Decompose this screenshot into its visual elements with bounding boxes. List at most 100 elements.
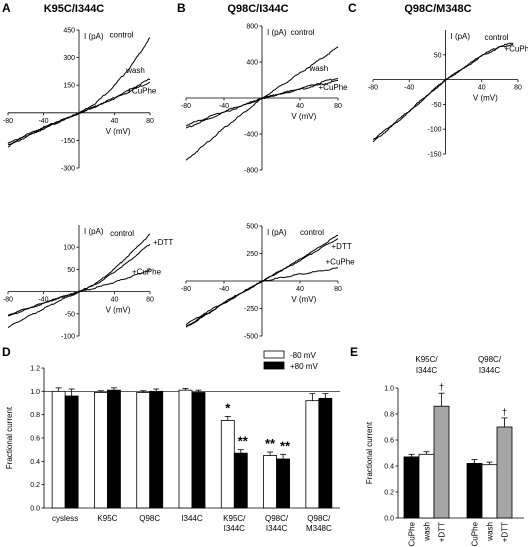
panel-letter-e: E xyxy=(350,345,358,359)
category-label: CuPhe xyxy=(408,521,417,546)
series-label-control: control xyxy=(291,28,315,37)
bar-q98c-m348c-80-mv xyxy=(318,397,333,509)
x-tick-label: -40 xyxy=(38,297,48,304)
bar-panel-e: 0.0 0.2 0.4 0.6 0.8 1.0 Fractional current K95C… xyxy=(365,355,524,546)
x-axis-label: V (mV) xyxy=(106,306,131,315)
group-label: K95C/ xyxy=(415,355,438,364)
bar-k95c-i344c-cuphe xyxy=(403,456,420,519)
panel-letter-c: C xyxy=(348,1,357,15)
series-label-control: control xyxy=(110,229,134,238)
trace-cuphe xyxy=(7,268,151,329)
x-tick-label: 80 xyxy=(334,286,342,293)
y-tick-label: 0.4 xyxy=(30,459,40,466)
x-tick-label: 40 xyxy=(296,286,304,293)
series-label-cuphe: +CuPhe xyxy=(326,258,356,267)
trace-cuphe xyxy=(185,79,339,129)
series-label-control: control xyxy=(484,33,508,42)
bar-q98c-i344c-wash xyxy=(481,464,498,519)
iv-panel-b-bottom: -80 -40 40 80 -500 -250 250 500 I (pA) V (mV) cont… xyxy=(181,224,355,341)
y-tick-label: -800 xyxy=(244,168,258,175)
x-tick-label: 40 xyxy=(111,297,119,304)
group-label: I344C xyxy=(416,366,438,375)
significance-mark: † xyxy=(439,382,444,392)
bar-k95c-i344c-80-mv xyxy=(233,452,248,509)
significance-mark: † xyxy=(502,407,507,417)
category-label: +DTT xyxy=(438,522,447,542)
y-tick-label: 450 xyxy=(63,28,75,35)
x-tick-label: 80 xyxy=(334,103,342,110)
bar-q98c-i344c-cuphe xyxy=(466,462,483,519)
series-label-dtt: +DTT xyxy=(153,238,173,247)
group-label: I344C xyxy=(479,366,501,375)
x-axis-label: V (mV) xyxy=(291,112,316,121)
category-label: wash xyxy=(423,522,432,542)
bar-cysless-80-mv xyxy=(51,390,66,509)
y-axis-label: I (pA) xyxy=(267,228,287,237)
bar-cysless-80-mv xyxy=(64,395,79,509)
bar-q98c-80-mv xyxy=(136,392,151,509)
y-axis-label: I (pA) xyxy=(84,32,104,41)
trace-dtt xyxy=(7,243,151,316)
panel-letter-b: B xyxy=(177,1,186,15)
y-tick-label: -50 xyxy=(431,102,441,109)
group-label: Q98C/ xyxy=(478,355,502,364)
x-tick-label: -80 xyxy=(368,85,378,92)
trace-control xyxy=(372,42,514,140)
bar-panel-d: 0.0 0.2 0.4 0.6 0.8 1.0 1.2 Fractional current c… xyxy=(5,350,340,533)
x-tick-label: -80 xyxy=(3,118,13,125)
legend-swatch-80-mv xyxy=(263,350,285,359)
x-tick-label: -40 xyxy=(38,118,48,125)
x-axis-label: V (mV) xyxy=(106,127,131,136)
category-label: cysless xyxy=(52,514,78,523)
series-label-wash: wash xyxy=(309,64,329,73)
category-label: CuPhe xyxy=(471,521,480,546)
y-tick-label: 300 xyxy=(63,55,75,62)
x-tick-label: 80 xyxy=(514,85,522,92)
x-tick-label: -40 xyxy=(404,85,414,92)
y-tick-label: 0.4 xyxy=(384,464,394,471)
y-tick-label: 0.8 xyxy=(30,412,40,419)
panel-letter-d: D xyxy=(2,345,11,359)
x-tick-label: 80 xyxy=(146,297,154,304)
y-tick-label: -150 xyxy=(61,138,75,145)
y-tick-label: 50 xyxy=(434,52,442,59)
iv-panel-a-bottom: -80 -40 40 80 -100 -50 50 100 I (pA) V (mV) contro… xyxy=(3,225,173,341)
series-label-wash: wash xyxy=(125,66,145,75)
significance-mark: ** xyxy=(238,434,249,449)
category-label: M348C xyxy=(306,524,332,533)
y-axis-label: I (pA) xyxy=(451,32,471,41)
category-label: +DTT xyxy=(501,522,510,542)
y-tick-label: 1.0 xyxy=(30,389,40,396)
x-tick-label: 40 xyxy=(296,103,304,110)
significance-mark: ** xyxy=(265,436,276,451)
bar-k95c-80-mv xyxy=(94,392,108,509)
y-tick-label: 150 xyxy=(63,83,75,90)
x-tick-label: 80 xyxy=(146,118,154,125)
series-label-cuphe: +CuPhe xyxy=(319,83,349,92)
y-tick-label: 500 xyxy=(246,224,258,231)
y-tick-label: 800 xyxy=(246,24,258,31)
legend-label: -80 mV xyxy=(290,351,316,360)
y-tick-label: 0.0 xyxy=(30,506,40,513)
x-tick-label: -40 xyxy=(219,286,229,293)
y-tick-label: -100 xyxy=(427,127,441,134)
legend-swatch-80-mv xyxy=(263,361,285,370)
y-tick-label: 1.2 xyxy=(30,366,40,373)
panel-title-a: K95C/I344C xyxy=(44,3,105,15)
trace-cuphe xyxy=(7,81,151,148)
y-tick-label: -250 xyxy=(244,306,258,313)
x-tick-label: -40 xyxy=(219,103,229,110)
x-tick-label: -80 xyxy=(181,286,191,293)
y-tick-label: -100 xyxy=(61,334,75,341)
y-tick-label: -50 xyxy=(65,311,75,318)
bar-k95c-80-mv xyxy=(107,389,121,509)
x-tick-label: 40 xyxy=(478,85,486,92)
category-label: Q98C/ xyxy=(307,514,331,523)
y-axis-label: Fractional current xyxy=(365,421,374,484)
bar-q98c-i344c-dtt xyxy=(496,426,513,519)
x-tick-label: -80 xyxy=(181,103,191,110)
series-label-cuphe: +CuPhe xyxy=(127,86,157,95)
panel-letter-a: A xyxy=(2,1,11,15)
trace-wash xyxy=(185,77,339,127)
